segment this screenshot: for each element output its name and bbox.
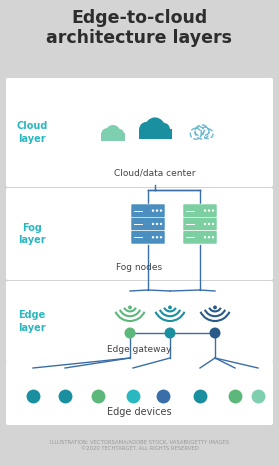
FancyBboxPatch shape xyxy=(131,204,165,217)
Circle shape xyxy=(210,328,220,338)
Circle shape xyxy=(157,123,170,136)
Circle shape xyxy=(212,223,214,225)
FancyBboxPatch shape xyxy=(183,231,217,244)
FancyBboxPatch shape xyxy=(131,231,165,244)
FancyBboxPatch shape xyxy=(183,217,217,231)
Text: Edge
layer: Edge layer xyxy=(18,310,46,333)
Circle shape xyxy=(208,236,210,239)
Circle shape xyxy=(156,236,158,239)
Text: Fog
layer: Fog layer xyxy=(18,223,46,245)
Circle shape xyxy=(160,223,162,225)
Text: architecture layers: architecture layers xyxy=(47,29,232,47)
Text: Fog nodes: Fog nodes xyxy=(116,263,163,273)
FancyBboxPatch shape xyxy=(6,361,273,425)
Text: ILLUSTRATION: VECTORSAMA/ADOBE STOCK, VASABI/GETTY IMAGES
©2020 TECHTARGET. ALL : ILLUSTRATION: VECTORSAMA/ADOBE STOCK, VA… xyxy=(50,439,229,451)
Circle shape xyxy=(165,328,175,338)
Text: Cloud/data center: Cloud/data center xyxy=(114,169,196,178)
Circle shape xyxy=(124,328,136,338)
Text: Cloud
layer: Cloud layer xyxy=(16,121,48,144)
Circle shape xyxy=(213,306,217,309)
FancyBboxPatch shape xyxy=(183,204,217,217)
Circle shape xyxy=(114,129,124,138)
Circle shape xyxy=(145,117,165,137)
Circle shape xyxy=(204,209,206,212)
Circle shape xyxy=(212,236,214,239)
FancyBboxPatch shape xyxy=(131,217,165,231)
Circle shape xyxy=(208,223,210,225)
Circle shape xyxy=(128,306,132,309)
Circle shape xyxy=(112,127,120,135)
Circle shape xyxy=(152,209,154,212)
Circle shape xyxy=(139,122,154,137)
Circle shape xyxy=(204,223,206,225)
Circle shape xyxy=(145,120,157,132)
Circle shape xyxy=(106,127,115,136)
Circle shape xyxy=(152,236,154,239)
Bar xyxy=(138,129,172,139)
Bar xyxy=(101,133,125,141)
Circle shape xyxy=(160,236,162,239)
Text: Edge-to-cloud: Edge-to-cloud xyxy=(71,9,208,27)
Circle shape xyxy=(204,236,206,239)
FancyBboxPatch shape xyxy=(6,281,273,362)
Circle shape xyxy=(101,128,112,139)
FancyBboxPatch shape xyxy=(6,188,273,280)
Circle shape xyxy=(208,209,210,212)
Circle shape xyxy=(156,223,158,225)
Circle shape xyxy=(106,125,120,139)
Circle shape xyxy=(154,120,165,131)
Circle shape xyxy=(152,223,154,225)
Circle shape xyxy=(168,306,172,309)
Circle shape xyxy=(160,209,162,212)
FancyBboxPatch shape xyxy=(6,78,273,187)
Text: Edge devices: Edge devices xyxy=(107,407,172,417)
Circle shape xyxy=(156,209,158,212)
Text: Edge gateway: Edge gateway xyxy=(107,345,172,355)
Circle shape xyxy=(212,209,214,212)
